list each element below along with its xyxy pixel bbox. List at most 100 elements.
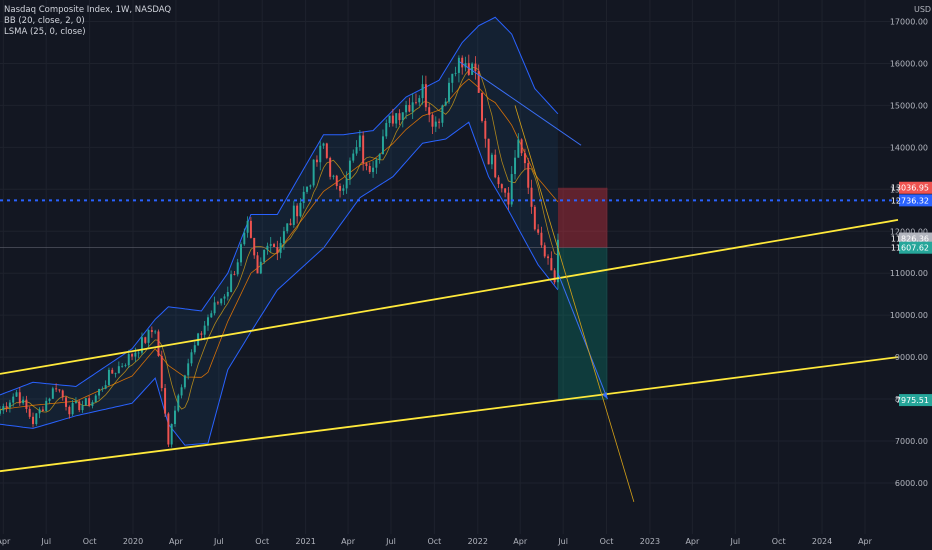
candle-body (500, 184, 503, 189)
candle-body (240, 244, 242, 263)
candle-body (306, 186, 309, 192)
candle-body (408, 104, 411, 112)
candle (289, 218, 292, 226)
candle-body (533, 206, 536, 230)
candle-body (137, 352, 140, 354)
candle-body (124, 365, 127, 367)
candle-body (279, 243, 282, 253)
candle (497, 175, 500, 189)
candle-body (547, 256, 550, 259)
candle (8, 399, 11, 413)
candle (322, 142, 325, 149)
lsma-extension-line (514, 105, 635, 502)
candle (207, 314, 209, 331)
candle-body (401, 112, 404, 121)
candle-body (342, 188, 345, 191)
price-tag-label: 12736.32 (891, 196, 929, 205)
candle-body (510, 174, 513, 205)
candle (444, 97, 447, 107)
candle-body (405, 104, 408, 113)
candle-body (223, 296, 226, 299)
candle (299, 198, 302, 218)
candle (352, 149, 355, 163)
candle-body (448, 82, 450, 102)
candle (421, 75, 424, 105)
candle (530, 179, 533, 214)
candle-body (464, 63, 467, 68)
candle (226, 286, 229, 301)
price-tag-label: 11826.36 (891, 235, 929, 244)
candle (127, 349, 130, 368)
candle-body (180, 387, 183, 396)
candle (428, 103, 431, 123)
candle (183, 374, 186, 390)
candle (302, 186, 305, 209)
lsma-indicator-label[interactable]: LSMA (25, 0, close) (4, 27, 86, 37)
price-tag-bg (899, 194, 932, 207)
candle-body (253, 237, 256, 256)
candle (190, 349, 193, 367)
candle (104, 380, 107, 390)
time-tick-label: 2024 (812, 537, 832, 546)
candle-body (187, 363, 190, 376)
candle (177, 393, 180, 413)
currency-label: USD (914, 5, 931, 14)
candle (144, 336, 147, 345)
candle-body (358, 135, 361, 148)
candle-body (484, 120, 487, 139)
time-axis[interactable]: Apr Jul Oct 2020 Apr Jul Oct 2021 Apr Jul Oct 2022 A… (0, 537, 873, 546)
candle-body (2, 406, 5, 411)
candle-body (481, 92, 484, 121)
candle-body (302, 191, 305, 203)
candle-body (98, 389, 101, 396)
candle (527, 158, 530, 195)
bb-lower-line (0, 121, 559, 446)
candle-body (289, 223, 292, 225)
candle-body (259, 261, 262, 274)
candle (414, 93, 417, 105)
candle-body (71, 402, 74, 415)
time-tick-label: Apr (341, 537, 356, 546)
candle-body (345, 178, 348, 189)
candle (111, 367, 114, 374)
candle-body (395, 113, 398, 124)
drawings[interactable] (0, 60, 899, 502)
candle-body (0, 410, 1, 414)
candle (216, 300, 219, 305)
candle-body (38, 409, 41, 414)
candle-body (540, 232, 543, 246)
candle-body (15, 392, 18, 397)
candle (372, 161, 375, 178)
bb-indicator-label[interactable]: BB (20, close, 2, 0) (4, 16, 85, 26)
candle (405, 100, 408, 119)
candle-body (233, 274, 236, 276)
candle (45, 397, 48, 412)
candle (55, 383, 58, 393)
candle-body (25, 399, 28, 409)
chart-legend: Nasdaq Composite Index, 1W, NASDAQ BB (2… (4, 5, 171, 38)
candle-body (167, 413, 170, 445)
candle-body (523, 153, 526, 164)
candle-body (339, 185, 342, 191)
candle (487, 138, 490, 165)
candle (335, 174, 338, 190)
candle (236, 258, 239, 277)
candle (220, 298, 223, 306)
candle-body (319, 145, 322, 163)
candle (223, 294, 226, 305)
candle-body (444, 101, 447, 106)
symbol-title[interactable]: Nasdaq Composite Index, 1W, NASDAQ (4, 5, 172, 15)
candle-body (556, 239, 559, 283)
candle (137, 350, 140, 359)
time-tick-label: Apr (858, 537, 873, 546)
candle-body (325, 143, 328, 158)
candle (240, 242, 242, 267)
candle (448, 77, 450, 104)
candle (286, 223, 289, 234)
candle-body (414, 102, 417, 104)
candle-body (213, 302, 216, 314)
price-axis[interactable]: 6000.007000.008000.009000.0010000.001100… (890, 18, 932, 488)
bb-upper-line (0, 16, 559, 396)
candle (78, 399, 81, 413)
